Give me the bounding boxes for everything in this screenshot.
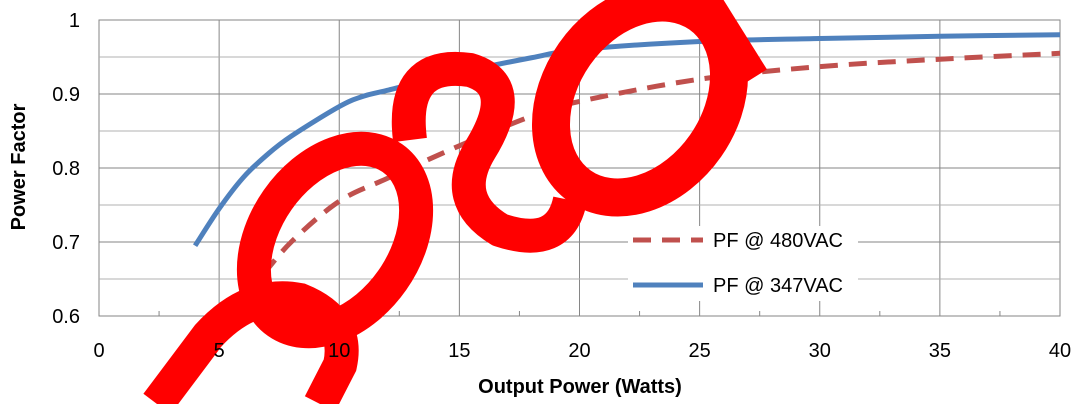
y-tick-label: 0.6 [52,306,80,328]
legend-label-347vac: PF @ 347VAC [713,275,843,297]
series-line-0 [217,50,1061,313]
x-tick-label: 15 [448,340,470,362]
x-tick-label: 25 [689,340,711,362]
y-tick-label: 0.9 [52,84,80,106]
obsolete-watermark [143,0,767,404]
x-tick-label: 35 [929,340,951,362]
watermark-stroke-b [143,281,359,404]
x-tick-label: 10 [328,340,350,362]
watermark-stroke-l [683,0,767,91]
watermark-stroke-s [391,51,587,253]
watermark-stroke-o1 [236,131,434,349]
legend: PF @ 480VAC PF @ 347VAC [628,226,858,301]
grid-lines [99,20,1060,316]
x-axis-title: Output Power (Watts) [478,376,682,398]
legend-label-480vac: PF @ 480VAC [713,230,843,252]
y-tick-label: 0.7 [52,232,80,254]
y-tick-label: 0.8 [52,158,80,180]
x-tick-labels: 0 5 10 15 20 25 30 35 40 [93,340,1071,362]
x-tick-label: 0 [93,340,104,362]
x-tick-label: 5 [214,340,225,362]
x-tick-label: 20 [568,340,590,362]
y-axis-title: Power Factor [8,103,30,230]
x-tick-label: 30 [809,340,831,362]
y-tick-label: 1 [69,10,80,32]
y-tick-labels: 0.6 0.7 0.8 0.9 1 [52,10,80,328]
x-tick-label: 40 [1049,340,1071,362]
